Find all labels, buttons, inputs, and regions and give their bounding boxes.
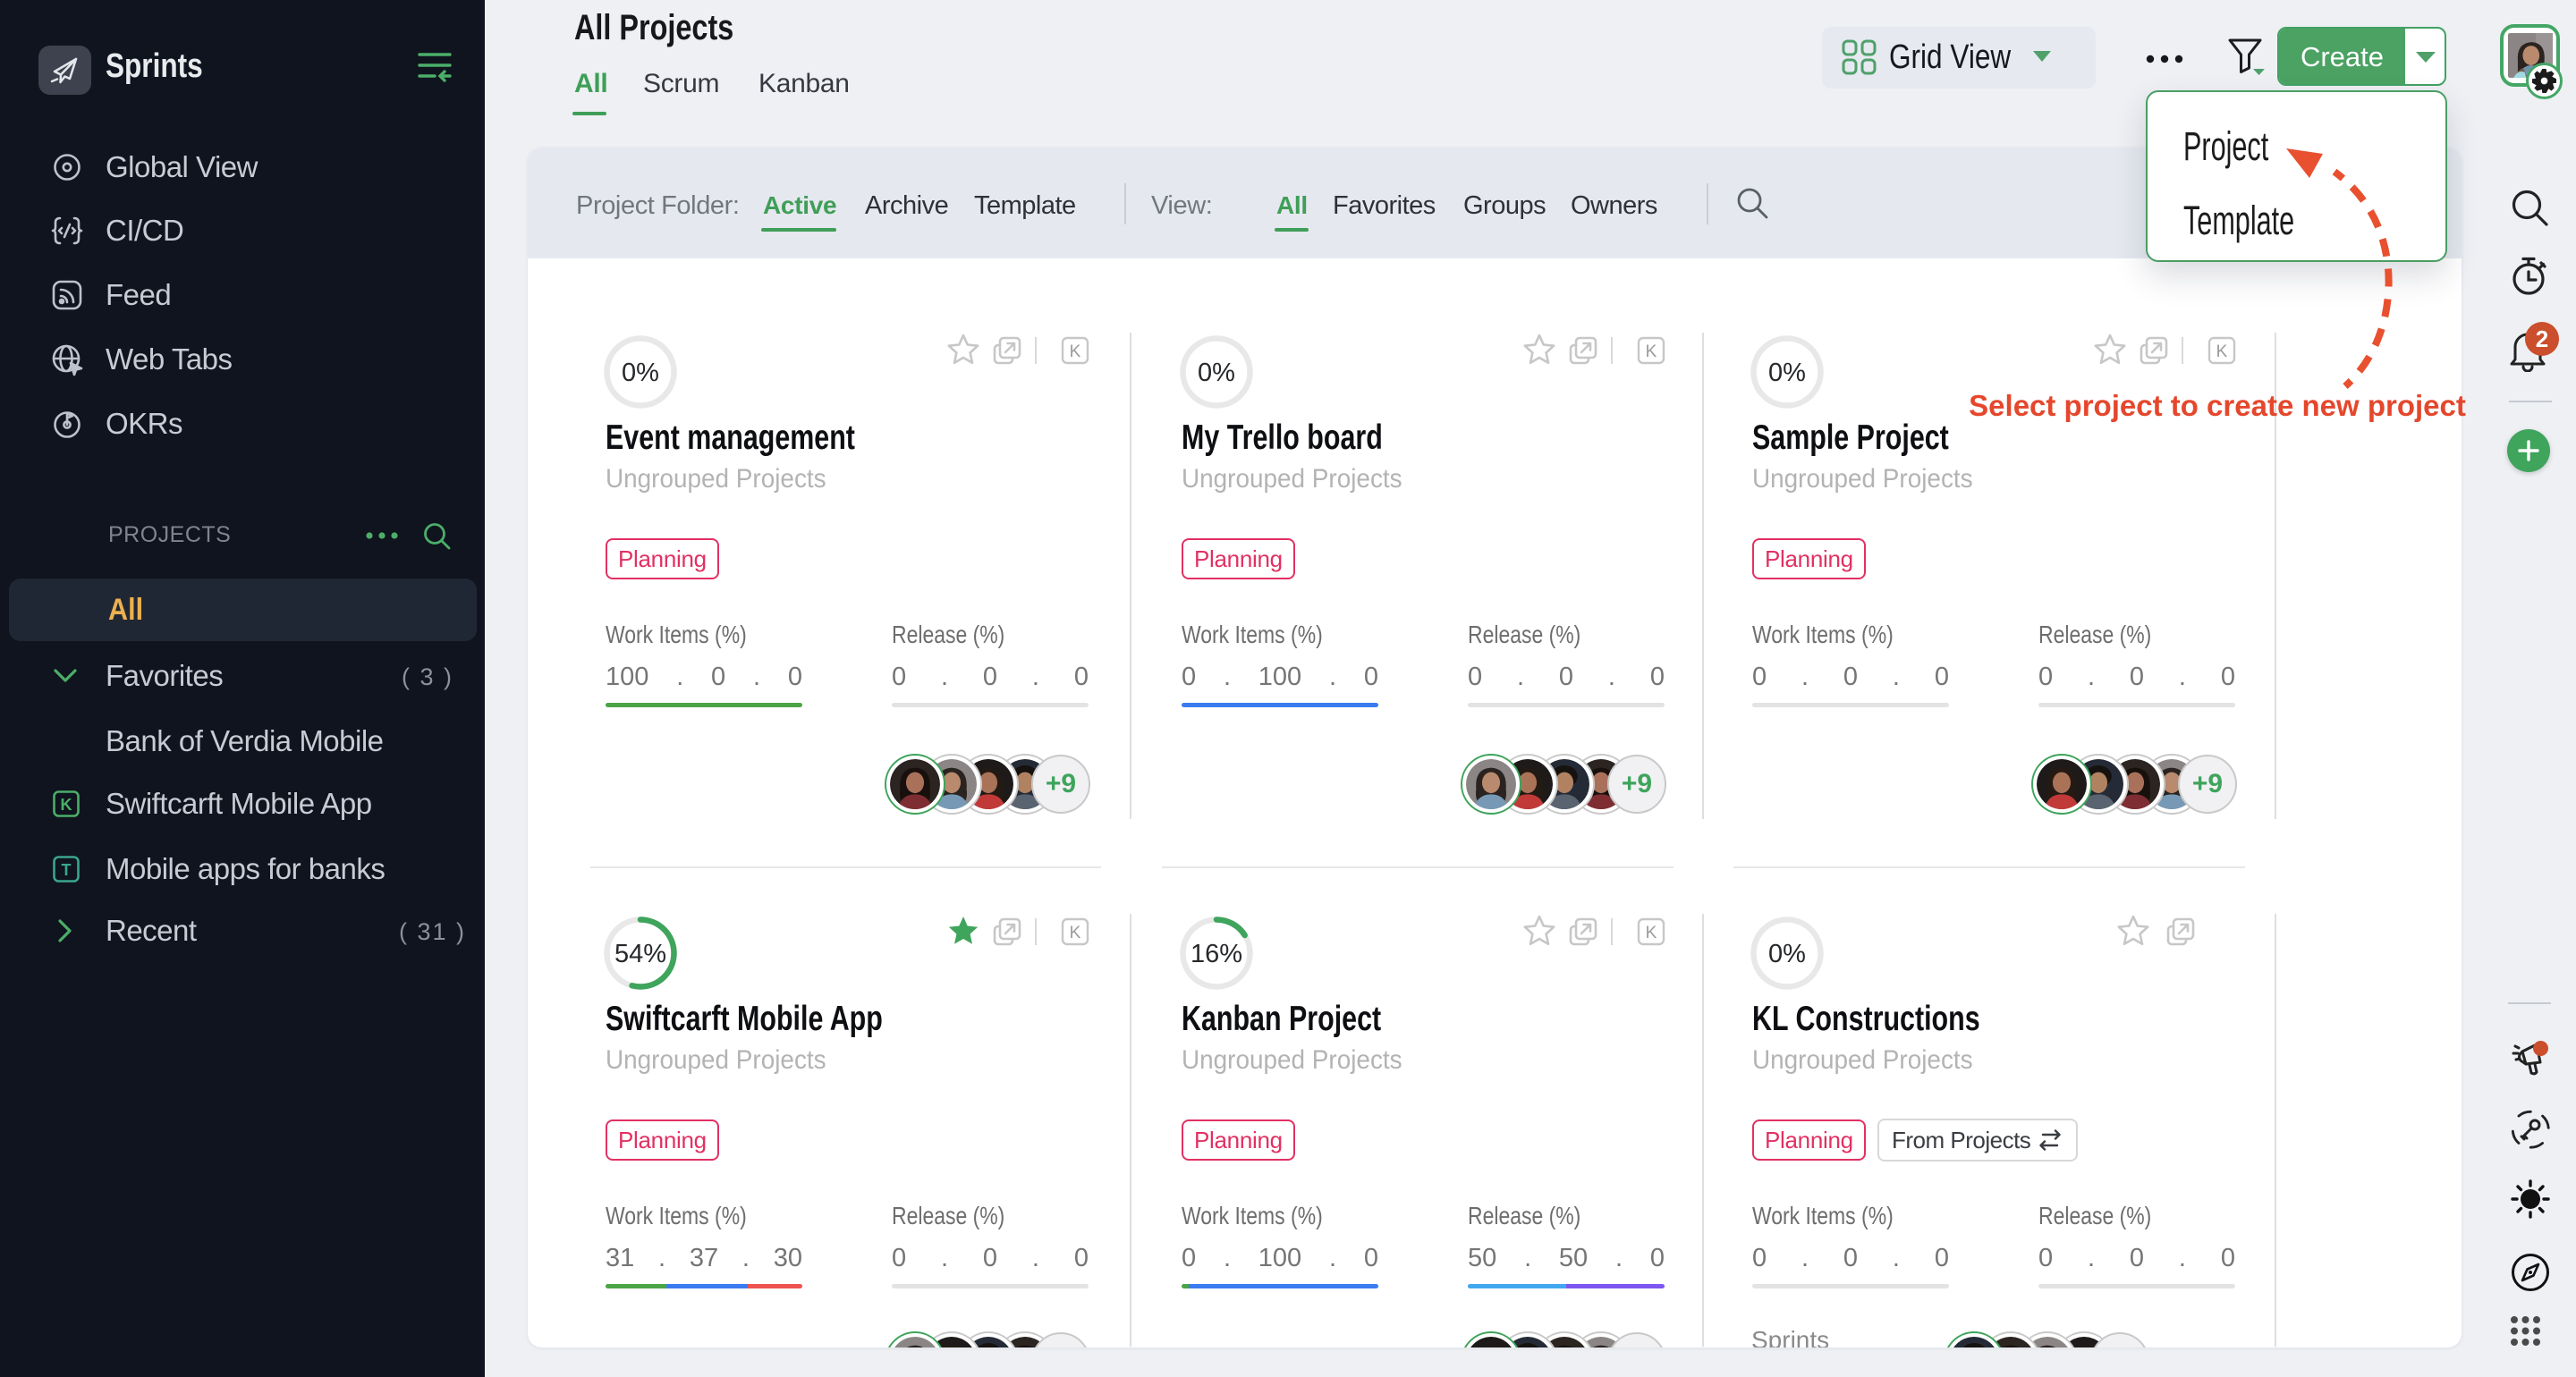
svg-text:K: K: [1646, 924, 1657, 942]
svg-text:K: K: [1646, 342, 1657, 361]
svg-text:K: K: [1070, 924, 1081, 942]
svg-text:T: T: [62, 861, 72, 879]
svg-text:K: K: [61, 796, 72, 814]
svg-text:K: K: [1070, 342, 1081, 361]
svg-text:K: K: [2216, 342, 2228, 361]
